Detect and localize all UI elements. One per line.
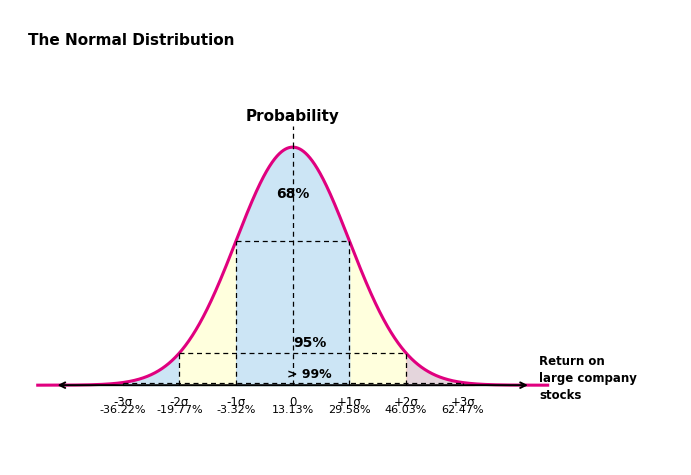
Text: > 99%: > 99% [287, 368, 332, 381]
Text: -36.22%: -36.22% [100, 405, 146, 415]
Text: -1σ: -1σ [227, 396, 246, 409]
Text: 62.47%: 62.47% [442, 405, 484, 415]
Text: 13.13%: 13.13% [272, 405, 314, 415]
Text: Return on
large company
stocks: Return on large company stocks [539, 354, 637, 401]
Text: 0: 0 [289, 396, 296, 409]
Text: +1σ: +1σ [337, 396, 362, 409]
Text: The Normal Distribution: The Normal Distribution [28, 33, 234, 48]
Text: 29.58%: 29.58% [328, 405, 370, 415]
Text: 68%: 68% [276, 187, 310, 201]
Text: -3.32%: -3.32% [216, 405, 256, 415]
Text: +3σ: +3σ [451, 396, 475, 409]
Text: Probability: Probability [246, 109, 340, 124]
Text: -2σ: -2σ [170, 396, 189, 409]
Text: 95%: 95% [293, 336, 326, 350]
Text: -19.77%: -19.77% [156, 405, 202, 415]
Text: +2σ: +2σ [394, 396, 419, 409]
Text: -3σ: -3σ [113, 396, 132, 409]
Text: 46.03%: 46.03% [385, 405, 427, 415]
